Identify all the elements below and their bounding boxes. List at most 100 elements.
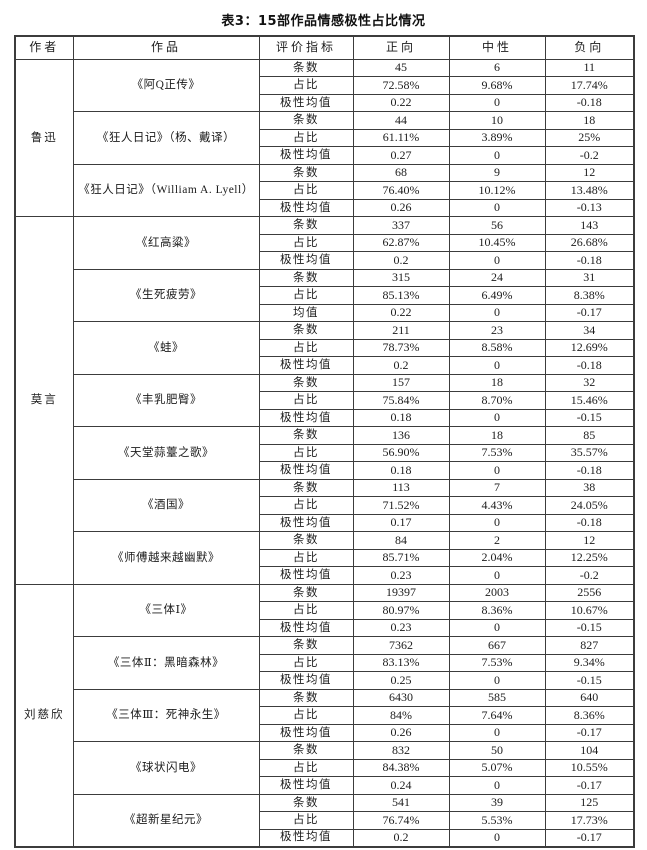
value-cell: 7 [448,478,546,497]
value-cell: -0.18 [544,93,635,112]
work-title-cell: 《狂人日记》（杨、戴译） [72,111,260,165]
value-cell: 85.13% [352,286,450,305]
table-row: 《蛙》 条数 211 23 34 [15,321,635,375]
value-cell: 5.53% [448,811,546,830]
value-cell: 9 [448,163,546,182]
work-title-cell: 《超新星纪元》 [72,793,260,847]
metric-label-cell: 极性均值 [258,828,354,847]
value-cell: 3.89% [448,128,546,147]
work-title-cell: 《狂人日记》（William A. Lyell） [72,163,260,217]
value-cell: 0 [448,513,546,532]
metric-label-cell: 条数 [258,741,354,760]
value-cell: 2 [448,531,546,550]
value-cell: 0 [448,776,546,795]
value-cell: 10.55% [544,758,635,777]
value-cell: 12.69% [544,338,635,357]
table-row: 占比 76.40% 10.12% 13.48% [15,181,635,200]
value-cell: 75.84% [352,391,450,410]
table-row: 极性均值 0.27 0 -0.2 [15,146,635,165]
table-row: 《天堂蒜薹之歌》 条数 136 18 85 [15,426,635,480]
value-cell: 85.71% [352,548,450,567]
table-row: 《师傅越来越幽默》 条数 84 2 12 [15,531,635,585]
value-cell: 0.25 [352,671,450,690]
value-cell: 7.53% [448,653,546,672]
value-cell: -0.17 [544,776,635,795]
metric-label-cell: 占比 [258,811,354,830]
work-title-cell: 《三体Ⅰ》 [72,583,260,637]
metric-label-cell: 条数 [258,688,354,707]
author-cell: 刘慈欣 [14,583,74,847]
value-cell: 5.07% [448,758,546,777]
metric-label-cell: 极性均值 [258,566,354,585]
value-cell: 0 [448,356,546,375]
value-cell: 337 [352,216,450,235]
value-cell: 8.36% [544,706,635,725]
value-cell: 50 [448,741,546,760]
metric-label-cell: 条数 [258,478,354,497]
value-cell: 0.18 [352,461,450,480]
value-cell: 24 [448,268,546,287]
value-cell: 24.05% [544,496,635,515]
metric-label-cell: 占比 [258,758,354,777]
author-cell: 鲁迅 [14,58,74,217]
work-title-cell: 《红高粱》 [72,216,260,270]
column-header-positive: 正向 [352,35,450,60]
metric-label-cell: 条数 [258,163,354,182]
value-cell: 0.26 [352,723,450,742]
value-cell: -0.13 [544,198,635,217]
value-cell: -0.2 [544,146,635,165]
work-title-cell: 《蛙》 [72,321,260,375]
value-cell: 23 [448,321,546,340]
metric-label-cell: 条数 [258,793,354,812]
table-row: 刘慈欣 《三体Ⅰ》 条数 19397 2003 2556 [14,583,635,847]
value-cell: 45 [352,58,450,77]
value-cell: 78.73% [352,338,450,357]
value-cell: -0.18 [544,513,635,532]
table-row: 占比 71.52% 4.43% 24.05% [15,496,635,515]
value-cell: 56 [448,216,546,235]
metric-label-cell: 极性均值 [258,356,354,375]
value-cell: 31 [544,268,635,287]
value-cell: 0 [448,461,546,480]
table-row: 鲁迅 《阿Q正传》 条数 45 6 11 [14,58,635,217]
table-row: 占比 76.74% 5.53% 17.73% [15,811,635,830]
table-row: 《三体Ⅲ：死神永生》 条数 6430 585 640 [15,688,635,742]
value-cell: 315 [352,268,450,287]
table-row: 均值 0.22 0 -0.17 [15,303,635,322]
metric-label-cell: 占比 [258,391,354,410]
value-cell: -0.17 [544,723,635,742]
value-cell: 211 [352,321,450,340]
value-cell: 0 [448,828,546,847]
value-cell: 8.70% [448,391,546,410]
value-cell: 7362 [352,636,450,655]
author-cell: 莫言 [14,216,74,585]
metric-label-cell: 占比 [258,548,354,567]
value-cell: 0 [448,566,546,585]
table-row: 极性均值 0.18 0 -0.18 [15,461,635,480]
table-row: 占比 83.13% 7.53% 9.34% [15,653,635,672]
value-cell: 6430 [352,688,450,707]
value-cell: 10.45% [448,233,546,252]
column-header-negative: 负向 [544,35,635,60]
metric-label-cell: 占比 [258,233,354,252]
value-cell: 68 [352,163,450,182]
metric-label-cell: 极性均值 [258,776,354,795]
metric-label-cell: 条数 [258,373,354,392]
table-row: 极性均值 0.2 0 -0.18 [15,251,635,270]
value-cell: 83.13% [352,653,450,672]
table-row: 极性均值 0.25 0 -0.15 [15,671,635,690]
value-cell: 80.97% [352,601,450,620]
value-cell: -0.17 [544,303,635,322]
value-cell: 2556 [544,583,635,602]
value-cell: 9.68% [448,76,546,95]
metric-label-cell: 条数 [258,321,354,340]
value-cell: 0.2 [352,828,450,847]
metric-label-cell: 占比 [258,76,354,95]
value-cell: 76.40% [352,181,450,200]
metric-label-cell: 占比 [258,181,354,200]
table-row: 《生死疲劳》 条数 315 24 31 [15,268,635,322]
value-cell: 62.87% [352,233,450,252]
value-cell: 4.43% [448,496,546,515]
table-row: 《超新星纪元》 条数 541 39 125 [15,793,635,847]
value-cell: 17.73% [544,811,635,830]
